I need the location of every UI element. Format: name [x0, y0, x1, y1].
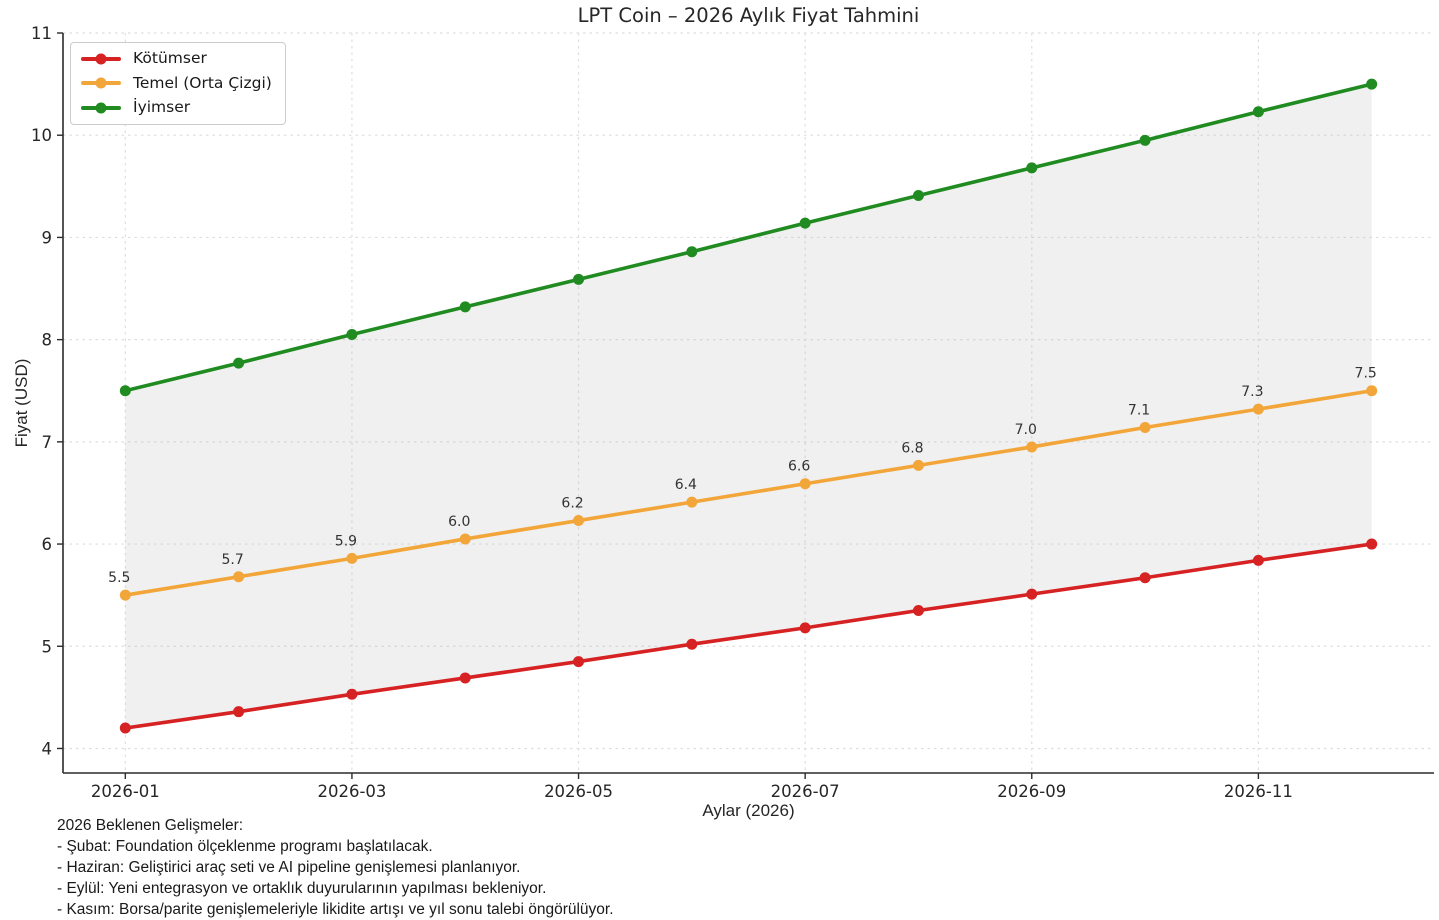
- data-point: [346, 552, 358, 564]
- data-point: [1252, 554, 1264, 566]
- data-point: [573, 656, 585, 668]
- y-axis-label: Fiyat (USD): [12, 358, 31, 448]
- data-point: [233, 706, 245, 718]
- legend-entry: Temel (Orta Çizgi): [81, 71, 275, 95]
- data-point: [573, 515, 585, 527]
- data-point: [799, 217, 811, 229]
- legend-line-marker-icon: [81, 77, 121, 89]
- x-axis-label: Aylar (2026): [702, 801, 795, 820]
- data-point: [1026, 441, 1038, 453]
- data-point: [1139, 572, 1151, 584]
- y-tick-label: 5: [42, 637, 53, 656]
- series-line: [123, 542, 1374, 730]
- data-point-label: 6.6: [788, 459, 810, 475]
- data-point: [459, 672, 471, 684]
- footnote-line: - Şubat: Foundation ölçeklenme programı …: [57, 838, 433, 855]
- data-point: [799, 478, 811, 490]
- y-tick-label: 7: [42, 433, 53, 452]
- data-point-label: 7.0: [1015, 422, 1037, 438]
- data-point-label: 5.7: [221, 552, 243, 568]
- series-line: [123, 388, 1374, 597]
- data-point: [1252, 403, 1264, 415]
- forecast-band: [125, 84, 1372, 729]
- y-tick-label: 9: [42, 228, 53, 247]
- data-point-label: 7.1: [1128, 403, 1150, 419]
- x-tick-label: 2026-07: [771, 782, 840, 801]
- data-point-label: 5.9: [335, 533, 357, 549]
- data-point: [912, 459, 924, 471]
- y-tick-label: 8: [42, 331, 53, 350]
- footnotes: 2026 Beklenen Gelişmeler: - Şubat: Founda…: [57, 815, 614, 920]
- data-point: [1366, 538, 1378, 550]
- footnote-line: - Haziran: Geliştirici araç seti ve AI p…: [57, 859, 521, 876]
- data-point: [1026, 162, 1038, 174]
- data-point: [1366, 78, 1378, 90]
- data-point: [233, 357, 245, 369]
- data-point: [119, 385, 131, 397]
- y-tick-label: 4: [42, 739, 53, 758]
- data-point: [346, 688, 358, 700]
- data-point: [1026, 588, 1038, 600]
- x-tick-label: 2026-05: [544, 782, 613, 801]
- data-point-label: 7.3: [1241, 384, 1263, 400]
- x-tick-label: 2026-01: [91, 782, 160, 801]
- data-point: [799, 622, 811, 634]
- data-point-label: 5.5: [108, 570, 130, 586]
- data-point: [573, 273, 585, 285]
- data-point: [686, 496, 698, 508]
- data-point-label: 7.5: [1355, 366, 1377, 382]
- data-point-label: 6.0: [448, 514, 470, 530]
- data-point: [1366, 385, 1378, 397]
- data-point: [346, 329, 358, 341]
- data-point: [1139, 422, 1151, 434]
- footnote-line: - Eylül: Yeni entegrasyon ve ortaklık du…: [57, 880, 547, 897]
- legend-line-marker-icon: [81, 53, 121, 65]
- data-point-label: 6.2: [561, 496, 583, 512]
- data-point: [119, 589, 131, 601]
- legend: Kötümser Temel (Orta Çizgi) İyimser: [70, 42, 286, 125]
- legend-dot-icon: [95, 77, 107, 89]
- x-tick-label: 2026-03: [317, 782, 386, 801]
- data-point: [1139, 134, 1151, 146]
- legend-label: İyimser: [133, 98, 191, 117]
- data-point-label: 6.8: [901, 440, 923, 456]
- legend-line-marker-icon: [81, 102, 121, 114]
- chart-title: LPT Coin – 2026 Aylık Fiyat Tahmini: [577, 4, 920, 27]
- series-line: [123, 82, 1374, 393]
- data-point: [459, 301, 471, 313]
- data-point: [1252, 106, 1264, 118]
- legend-dot-icon: [95, 53, 107, 65]
- y-tick-label: 10: [31, 126, 52, 145]
- legend-label: Temel (Orta Çizgi): [133, 73, 272, 92]
- footnote-line: 2026 Beklenen Gelişmeler:: [57, 817, 244, 834]
- legend-label: Kötümser: [133, 49, 207, 68]
- legend-entry: Kötümser: [81, 47, 275, 71]
- data-point: [686, 246, 698, 258]
- legend-entry: İyimser: [81, 96, 275, 120]
- data-point-label: 6.4: [675, 477, 697, 493]
- x-tick-label: 2026-11: [1224, 782, 1293, 801]
- data-point: [912, 604, 924, 616]
- data-point: [119, 722, 131, 734]
- data-point: [912, 190, 924, 202]
- data-point: [459, 533, 471, 545]
- legend-dot-icon: [95, 102, 107, 114]
- y-tick-label: 11: [31, 24, 52, 43]
- footnote-line: - Kasım: Borsa/parite genişlemeleriyle l…: [57, 901, 614, 918]
- y-tick-label: 6: [42, 535, 53, 554]
- x-tick-label: 2026-09: [997, 782, 1066, 801]
- data-point: [233, 571, 245, 583]
- data-point: [686, 638, 698, 650]
